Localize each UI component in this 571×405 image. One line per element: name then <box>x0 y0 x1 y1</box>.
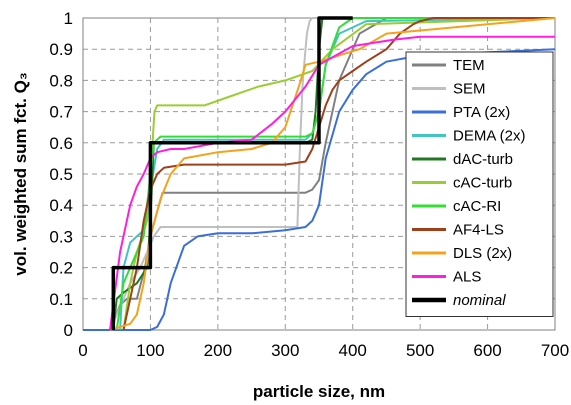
y-tick-label: 0.8 <box>49 71 73 90</box>
y-tick-label: 0.5 <box>49 165 73 184</box>
legend-label: dAC-turb <box>453 151 513 168</box>
y-axis-title: vol. weighted sum fct. Q₃ <box>11 72 30 275</box>
y-tick-label: 0.4 <box>49 196 73 215</box>
legend-label: PTA (2x) <box>453 104 510 121</box>
legend-label: DEMA (2x) <box>453 128 526 145</box>
tick-labels: 0 100 200 300 400 500 600 700 0 0.1 0.2 0.3 0.4 0.5 0.… <box>49 9 569 360</box>
legend-label: TEM <box>453 57 485 74</box>
series-line-nominal <box>111 16 353 330</box>
legend-label: cAC-RI <box>453 198 501 215</box>
y-tick-label: 0.9 <box>49 40 73 59</box>
legend: TEM SEM PTA (2x) DEMA (2x) dAC-turb cAC-turb c… <box>405 51 554 317</box>
series-line-sem <box>109 17 555 331</box>
legend-box <box>405 51 554 317</box>
x-tick-label: 500 <box>406 341 434 360</box>
y-tick-label: 0.2 <box>49 259 73 278</box>
legend-label: DLS (2x) <box>453 245 512 262</box>
legend-label: SEM <box>453 81 486 98</box>
x-tick-label: 0 <box>78 341 87 360</box>
y-tick-label: 1 <box>64 9 73 28</box>
x-tick-label: 600 <box>473 341 501 360</box>
legend-label: ALS <box>453 269 481 286</box>
y-tick-label: 0.3 <box>49 227 73 246</box>
series-layer <box>83 16 556 331</box>
series-line-pta-2x <box>83 48 556 331</box>
x-tick-label: 100 <box>136 341 164 360</box>
x-axis-title: particle size, nm <box>253 382 385 401</box>
x-tick-label: 200 <box>204 341 232 360</box>
legend-label: cAC-turb <box>453 175 512 192</box>
legend-label: nominal <box>453 292 506 309</box>
y-tick-label: 0.6 <box>49 134 73 153</box>
x-tick-label: 400 <box>339 341 367 360</box>
series-line-cac-ri <box>115 17 555 331</box>
x-tick-label: 700 <box>541 341 569 360</box>
y-tick-label: 0.7 <box>49 103 73 122</box>
legend-label: AF4-LS <box>453 222 504 239</box>
x-tick-label: 300 <box>271 341 299 360</box>
y-tick-label: 0 <box>64 321 73 340</box>
y-tick-label: 0.1 <box>49 290 73 309</box>
